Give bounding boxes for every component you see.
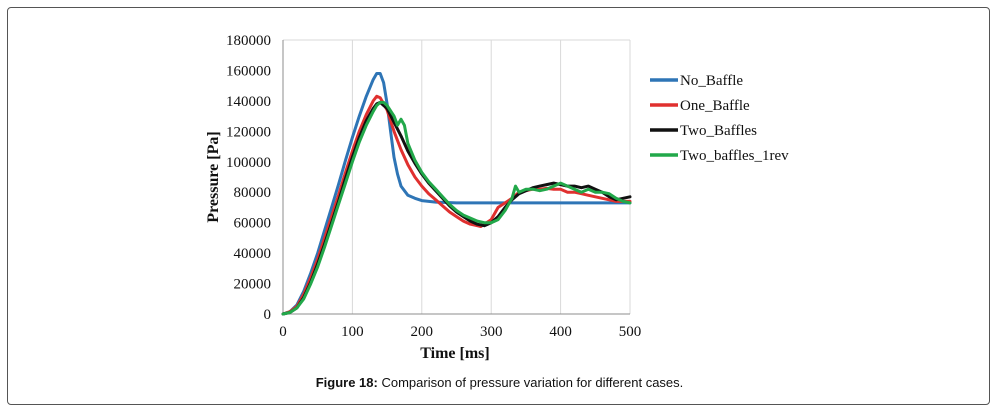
series-line-two-baffles	[281, 100, 632, 316]
grid-lines	[283, 39, 631, 314]
y-tick-label: 100000	[226, 155, 271, 171]
y-tick-label: 120000	[226, 124, 271, 140]
caption-text: Comparison of pressure variation for dif…	[381, 375, 684, 390]
x-tick-label: 200	[411, 324, 434, 340]
series-line-two-baffles-1rev	[281, 100, 632, 316]
figure-caption: Figure 18: Comparison of pressure variat…	[0, 375, 999, 390]
legend-label: Two_Baffles	[680, 123, 757, 139]
series-lines	[281, 72, 632, 316]
y-tick-label: 160000	[226, 63, 271, 79]
legend-label: One_Baffle	[680, 98, 750, 114]
x-tick-label: 500	[619, 324, 642, 340]
y-tick-label: 20000	[234, 277, 272, 293]
y-axis-label: Pressure [Pa]	[205, 131, 222, 222]
legend-item: Two_Baffles	[650, 123, 757, 139]
y-tick-labels: 0 20000 40000 60000 80000 100000 120000 140000 1…	[226, 33, 271, 323]
x-tick-labels: 0 100 200 300 400 500	[279, 324, 641, 340]
x-tick-label: 300	[480, 324, 503, 340]
x-tick-label: 100	[341, 324, 364, 340]
y-tick-label: 80000	[234, 185, 272, 201]
y-tick-label: 180000	[226, 33, 271, 49]
legend-item: No_Baffle	[650, 73, 743, 89]
axes	[282, 40, 630, 315]
y-tick-label: 140000	[226, 94, 271, 110]
pressure-chart: 0 20000 40000 60000 80000 100000 120000 140000 1…	[205, 33, 789, 362]
caption-label: Figure 18:	[315, 375, 378, 390]
legend: No_Baffle One_Baffle Two_Baffles Two_baffle…	[650, 73, 789, 164]
x-axis-label: Time [ms]	[420, 345, 489, 362]
series-line-one-baffle	[281, 94, 632, 316]
series-line-no-baffle	[281, 72, 632, 316]
x-tick-label: 0	[279, 324, 287, 340]
legend-item: One_Baffle	[650, 98, 750, 114]
y-tick-label: 40000	[234, 246, 272, 262]
legend-label: Two_baffles_1rev	[680, 148, 789, 164]
legend-item: Two_baffles_1rev	[650, 148, 789, 164]
y-tick-label: 60000	[234, 216, 272, 232]
legend-label: No_Baffle	[680, 73, 743, 89]
x-tick-label: 400	[549, 324, 572, 340]
y-tick-label: 0	[264, 307, 272, 323]
